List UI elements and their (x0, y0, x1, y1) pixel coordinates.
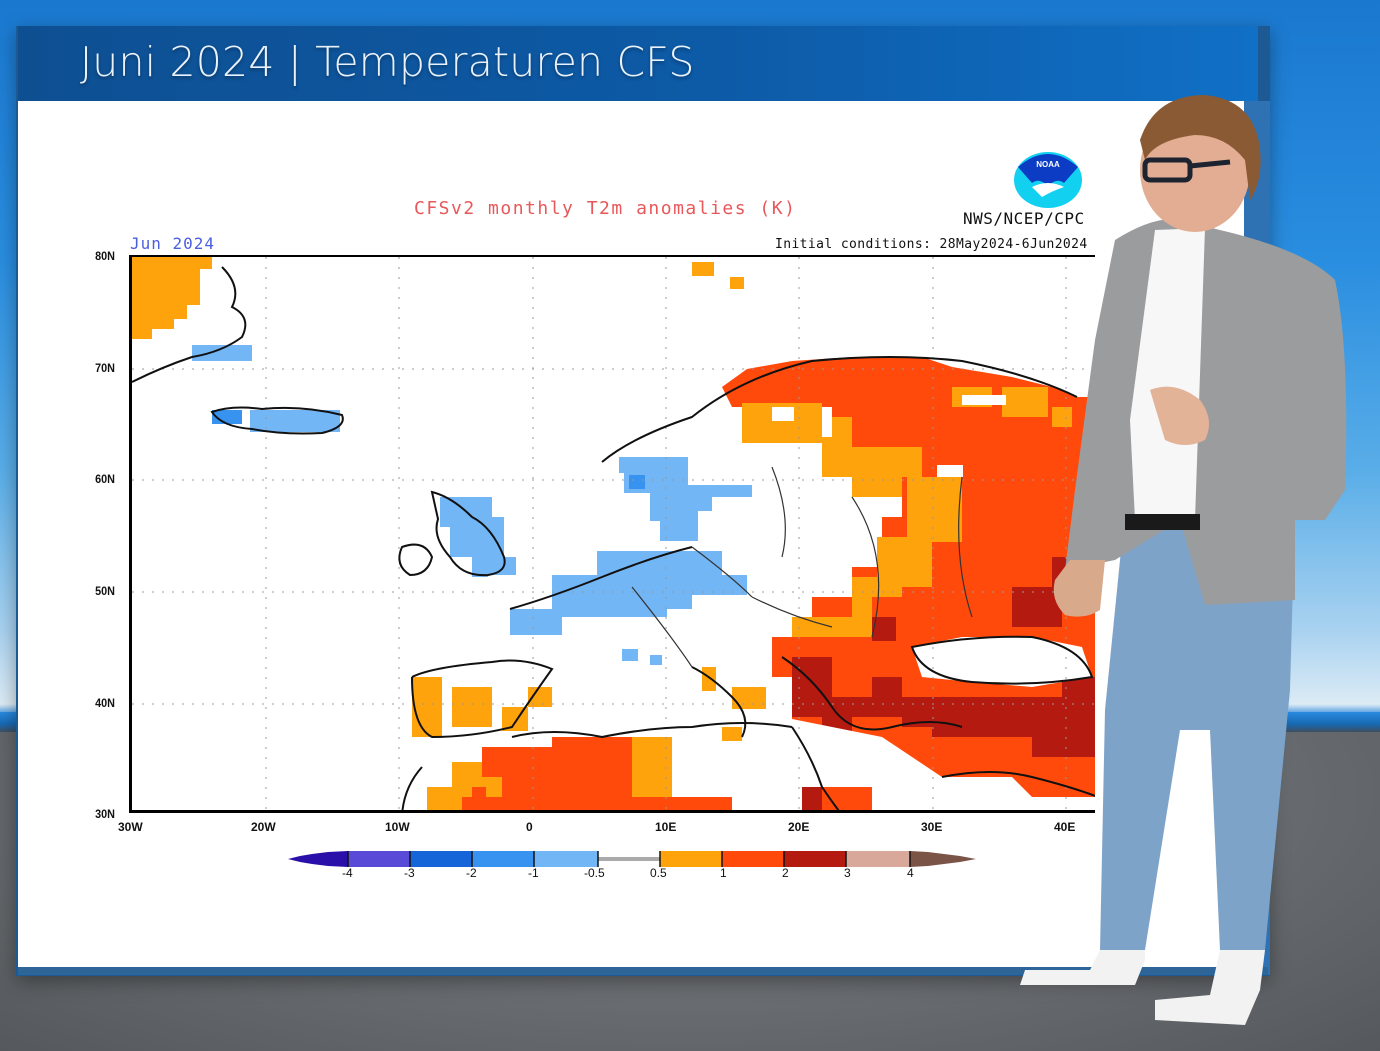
screen-header (18, 26, 1258, 101)
x-tick-20w: 20W (251, 820, 276, 834)
y-tick-70n: 70N (95, 361, 115, 375)
y-tick-30n: 30N (95, 807, 115, 821)
anomaly-map (129, 255, 1095, 813)
colorbar-label: -1 (528, 866, 539, 880)
anomaly-map-canvas (132, 257, 1095, 810)
colorbar-label: -3 (404, 866, 415, 880)
colorbar-label: -2 (466, 866, 477, 880)
x-tick-20e: 20E (788, 820, 810, 834)
svg-text:NOAA: NOAA (1036, 160, 1060, 169)
source-agency-label: NWS/NCEP/CPC (963, 209, 1085, 228)
colorbar-label: 1 (720, 866, 727, 880)
x-tick-30w: 30W (118, 820, 143, 834)
y-tick-40n: 40N (95, 696, 115, 710)
initial-conditions-label: Initial conditions: 28May2024-6Jun2024 (775, 237, 1088, 252)
colorbar-label: -4 (342, 866, 353, 880)
presenter-figure (1020, 95, 1347, 1025)
x-tick-40e: 40E (1054, 820, 1076, 834)
colorbar-label: 3 (844, 866, 851, 880)
x-tick-10w: 10W (385, 820, 410, 834)
y-tick-50n: 50N (95, 584, 115, 598)
colorbar-label: 4 (907, 866, 914, 880)
colorbar-label: 2 (782, 866, 789, 880)
x-tick-10e: 10E (655, 820, 677, 834)
colorbar-label: 0.5 (650, 866, 667, 880)
colorbar (288, 851, 976, 867)
noaa-logo-icon: NOAA (1014, 152, 1082, 208)
chart-period-label: Jun 2024 (130, 234, 216, 253)
screen-bottom-edge (18, 967, 1268, 975)
chart-title: CFSv2 monthly T2m anomalies (K) (414, 198, 797, 219)
y-tick-60n: 60N (95, 472, 115, 486)
y-tick-80n: 80N (95, 249, 115, 263)
colorbar-label: -0.5 (584, 866, 605, 880)
broadcast-title: Juni 2024 | Temperaturen CFS (80, 38, 695, 86)
x-tick-30e: 30E (921, 820, 943, 834)
x-tick-0: 0 (526, 820, 533, 834)
